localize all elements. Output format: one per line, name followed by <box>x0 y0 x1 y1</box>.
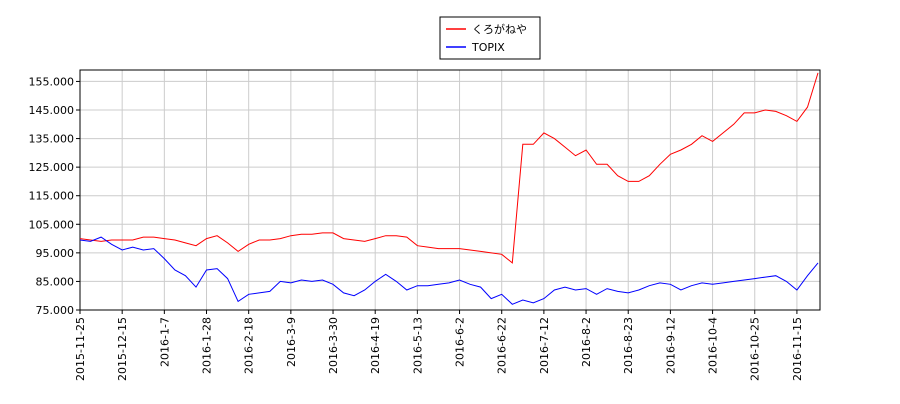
y-tick-label: 75.000 <box>36 304 75 317</box>
x-tick-label: 2016-3-30 <box>327 317 340 374</box>
x-tick-label: 2016-5-13 <box>411 317 424 374</box>
x-tick-label: 2016-1-28 <box>201 317 214 374</box>
series-line <box>79 72 819 264</box>
y-tick-label: 95.000 <box>36 247 75 260</box>
x-tick-label: 2015-12-15 <box>116 317 129 381</box>
y-tick-label: 105.000 <box>29 218 75 231</box>
y-tick-label: 155.000 <box>29 75 75 88</box>
x-tick-label: 2016-4-19 <box>369 317 382 374</box>
x-tick-label: 2016-10-25 <box>749 317 762 381</box>
y-tick-label: 125.000 <box>29 161 75 174</box>
legend-box <box>439 16 541 60</box>
x-tick-label: 2016-1-7 <box>158 317 171 367</box>
x-tick-label: 2016-10-4 <box>707 317 720 374</box>
y-tick-label: 115.000 <box>29 190 75 203</box>
y-tick-label: 85.000 <box>36 275 75 288</box>
x-tick-label: 2016-9-12 <box>664 317 677 374</box>
x-tick-label: 2016-6-2 <box>454 317 467 367</box>
y-tick-label: 145.000 <box>29 104 75 117</box>
x-tick-label: 2016-11-15 <box>791 317 804 381</box>
legend-label: くろがねや <box>472 22 527 36</box>
y-tick-label: 135.000 <box>29 133 75 146</box>
x-tick-label: 2016-8-2 <box>580 317 593 367</box>
x-tick-label: 2016-7-12 <box>538 317 551 374</box>
x-tick-label: 2016-6-22 <box>496 317 509 374</box>
series-line <box>79 236 819 305</box>
x-tick-label: 2015-11-25 <box>74 317 87 381</box>
x-tick-label: 2016-8-23 <box>622 317 635 374</box>
plot-frame <box>79 69 821 311</box>
x-tick-label: 2016-2-18 <box>243 317 256 374</box>
x-tick-label: 2016-3-9 <box>285 317 298 367</box>
legend-label: TOPIX <box>471 41 505 54</box>
